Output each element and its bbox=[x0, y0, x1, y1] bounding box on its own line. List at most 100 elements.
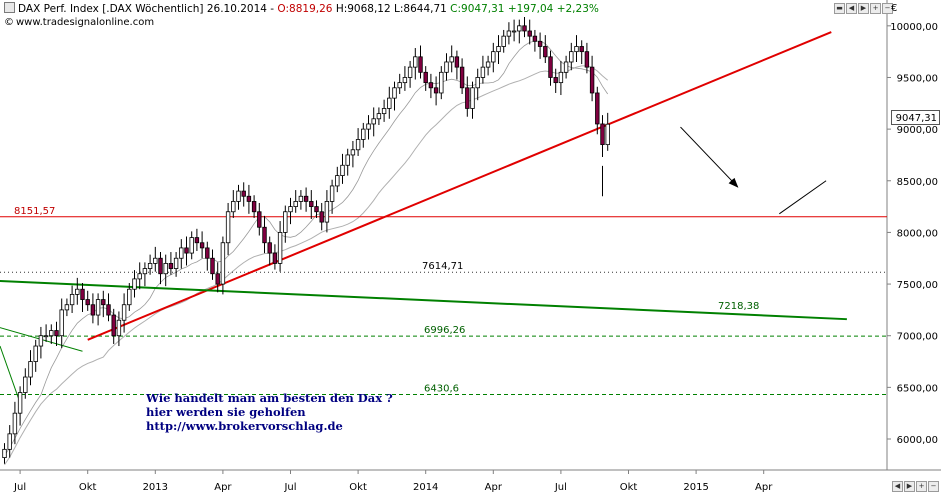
zoom-out-icon[interactable]: − bbox=[882, 3, 893, 14]
candle-body-79 bbox=[413, 56, 418, 68]
window-controls: ▬ ◀ ▶ + − bbox=[834, 3, 893, 14]
candle-body-68 bbox=[355, 139, 361, 151]
candle-body-105 bbox=[548, 56, 553, 78]
candle-body-116 bbox=[605, 123, 610, 146]
y-tick-label-6: 9000,00 bbox=[897, 125, 938, 136]
candle-body-75 bbox=[392, 87, 397, 99]
candle-body-93 bbox=[485, 61, 491, 68]
candle-body-69 bbox=[361, 128, 366, 140]
candle-body-20 bbox=[106, 304, 111, 316]
candle-body-113 bbox=[589, 66, 595, 94]
candle-body-59 bbox=[309, 201, 314, 207]
candle-body-44 bbox=[231, 201, 236, 213]
nav-zoom-out-icon[interactable]: − bbox=[928, 481, 939, 492]
candle-body-108 bbox=[563, 61, 569, 73]
candle-body-26 bbox=[137, 273, 142, 280]
candle-body-29 bbox=[153, 257, 158, 264]
header-low: L:8644,71 bbox=[394, 3, 447, 15]
x-tick-label-6: 2014 bbox=[413, 482, 438, 493]
trendline-support bbox=[87, 31, 832, 341]
candle-body-97 bbox=[506, 30, 512, 37]
trendline-long-term bbox=[0, 279, 847, 321]
candle-body-109 bbox=[569, 51, 574, 63]
candle-body-103 bbox=[537, 40, 543, 47]
annotation-text: Wie handelt man am besten den Dax ? hier… bbox=[146, 391, 393, 433]
candle-body-61 bbox=[319, 211, 324, 223]
candle-body-34 bbox=[179, 247, 184, 259]
level-label-2: 7218,38 bbox=[718, 301, 759, 312]
candle-body-16 bbox=[85, 299, 90, 306]
currency-label: € bbox=[891, 3, 898, 14]
candle-body-89 bbox=[465, 87, 470, 109]
header-change: +197,04 bbox=[507, 3, 554, 15]
candle-body-86 bbox=[449, 56, 454, 63]
candle-body-23 bbox=[121, 304, 127, 321]
nav-left-icon[interactable]: ◀ bbox=[892, 481, 903, 492]
x-tick-label-0: Jul bbox=[13, 482, 26, 493]
candle-body-90 bbox=[470, 87, 475, 109]
grid-layer bbox=[0, 0, 941, 471]
candle-body-84 bbox=[439, 71, 444, 94]
candle-body-83 bbox=[433, 87, 439, 94]
header-instrument: DAX Perf. Index [.DAX bbox=[18, 3, 132, 15]
header-open: O:8819,26 bbox=[277, 3, 333, 15]
y-tick-label-3: 7500,00 bbox=[897, 280, 938, 291]
candle-body-74 bbox=[387, 97, 392, 109]
annotation-line2: hier werden sie geholfen bbox=[146, 405, 306, 419]
candle-body-0 bbox=[2, 448, 7, 459]
scroll-right-icon[interactable]: ▶ bbox=[858, 3, 869, 14]
trendlines-layer bbox=[0, 31, 847, 404]
candle-body-18 bbox=[95, 299, 101, 316]
nav-zoom-in-icon[interactable]: + bbox=[916, 481, 927, 492]
candle-body-80 bbox=[418, 56, 423, 73]
candle-body-4 bbox=[23, 376, 28, 393]
candle-body-21 bbox=[111, 314, 116, 337]
annotation-line1: Wie handelt man am besten den Dax ? bbox=[146, 391, 393, 405]
level-label-4: 6430,6 bbox=[424, 384, 459, 395]
candle-body-67 bbox=[350, 149, 356, 156]
candle-body-58 bbox=[303, 195, 309, 202]
candle-body-112 bbox=[584, 51, 590, 68]
x-tick-label-3: Apr bbox=[214, 482, 232, 493]
candle-body-87 bbox=[454, 56, 460, 68]
candle-body-101 bbox=[527, 30, 532, 37]
scroll-left-icon[interactable]: ◀ bbox=[846, 3, 857, 14]
y-tick-label-1: 6500,00 bbox=[897, 383, 938, 394]
chart-header: DAX Perf. Index [.DAX Wöchentlich] 26.10… bbox=[4, 2, 599, 15]
candle-body-111 bbox=[579, 46, 584, 53]
candle-body-8 bbox=[43, 335, 49, 338]
candle-body-30 bbox=[158, 257, 163, 275]
arrows-layer bbox=[680, 126, 827, 215]
nav-right-icon[interactable]: ▶ bbox=[904, 481, 915, 492]
candle-body-60 bbox=[314, 206, 319, 213]
candle-body-56 bbox=[293, 201, 298, 207]
header-date: 26.10.2014 bbox=[206, 3, 267, 15]
x-tick-label-4: Jul bbox=[283, 482, 296, 493]
annotation-line3[interactable]: http://www.brokervorschlag.de bbox=[146, 419, 343, 433]
x-tick-label-8: Jul bbox=[554, 482, 567, 493]
candle-body-48 bbox=[251, 201, 257, 213]
y-tick-label-8: 10000,00 bbox=[890, 22, 938, 33]
header-change-pct: +2,23% bbox=[556, 3, 599, 15]
y-tick-label-2: 7000,00 bbox=[897, 332, 938, 343]
candle-body-92 bbox=[480, 66, 486, 78]
level-label-3: 6996,26 bbox=[424, 325, 465, 336]
candle-body-55 bbox=[288, 206, 293, 213]
candle-body-81 bbox=[423, 71, 428, 84]
instrument-icon[interactable] bbox=[4, 2, 15, 13]
candle-body-25 bbox=[132, 278, 137, 290]
candle-body-14 bbox=[75, 288, 80, 295]
candle-body-70 bbox=[366, 123, 371, 130]
level-label-1: 7614,71 bbox=[422, 261, 463, 272]
candle-body-62 bbox=[324, 201, 330, 223]
candle-body-49 bbox=[257, 211, 262, 228]
candle-body-47 bbox=[246, 195, 252, 202]
candle-body-2 bbox=[12, 412, 18, 435]
candle-body-65 bbox=[340, 164, 345, 177]
candle-body-53 bbox=[277, 232, 283, 264]
minimize-icon[interactable]: ▬ bbox=[834, 3, 845, 14]
candle-body-88 bbox=[459, 66, 465, 89]
candle-body-37 bbox=[194, 237, 200, 244]
zoom-in-icon[interactable]: + bbox=[870, 3, 881, 14]
candle-body-43 bbox=[225, 211, 231, 244]
